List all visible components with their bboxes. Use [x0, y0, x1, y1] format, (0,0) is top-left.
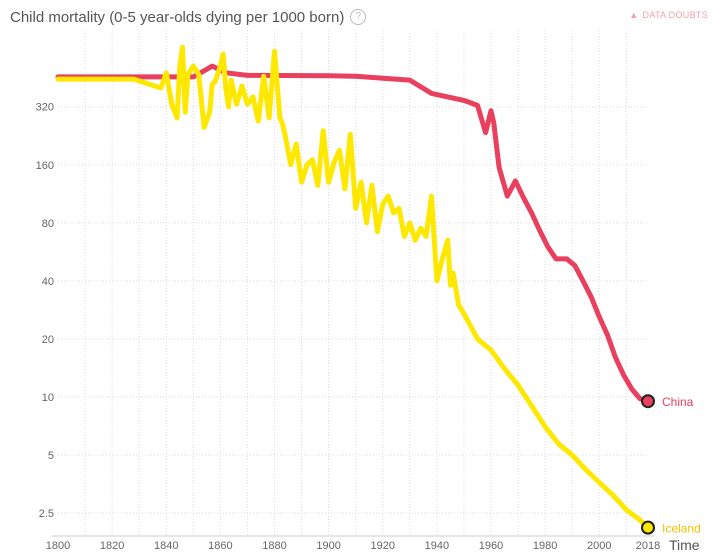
data-doubts-label: DATA DOUBTS	[642, 10, 708, 20]
y-tick-label: 10	[42, 392, 54, 404]
end-label-china[interactable]: China	[662, 395, 694, 409]
x-tick-label: 1980	[533, 540, 557, 552]
x-tick-label: 2018	[636, 540, 660, 552]
title-row: Child mortality (0-5 year-olds dying per…	[10, 6, 367, 28]
x-tick-label: 1820	[100, 540, 124, 552]
y-tick-label: 20	[42, 334, 54, 346]
y-tick-label: 2.5	[39, 508, 54, 520]
y-tick-label: 160	[36, 160, 54, 172]
end-label-iceland[interactable]: Iceland	[662, 522, 701, 536]
x-tick-label: 1840	[154, 540, 178, 552]
end-marker-china[interactable]	[641, 394, 655, 409]
help-icon[interactable]: ?	[350, 9, 367, 25]
chart-title[interactable]: Child mortality (0-5 year-olds dying per…	[10, 8, 345, 26]
x-tick-label: 1940	[425, 540, 449, 552]
x-tick-label: 2000	[587, 540, 611, 552]
x-tick-label: 1960	[479, 540, 503, 552]
x-axis-label[interactable]: Time	[669, 537, 700, 553]
series-line-china	[55, 63, 651, 404]
y-tick-label: 5	[48, 450, 54, 462]
warning-icon: ▲	[629, 10, 639, 20]
x-tick-label: 1920	[371, 540, 395, 552]
y-tick-label: 80	[42, 218, 54, 230]
x-tick-label: 1880	[262, 540, 286, 552]
end-marker-iceland[interactable]	[641, 520, 655, 535]
series-line-iceland	[55, 44, 651, 531]
x-tick-label: 1800	[46, 540, 70, 552]
x-tick-label: 1860	[208, 540, 232, 552]
x-tick-label: 1900	[316, 540, 340, 552]
data-doubts-link[interactable]: ▲ DATA DOUBTS	[629, 10, 708, 20]
y-tick-label: 320	[36, 102, 54, 114]
y-tick-label: 40	[42, 276, 54, 288]
